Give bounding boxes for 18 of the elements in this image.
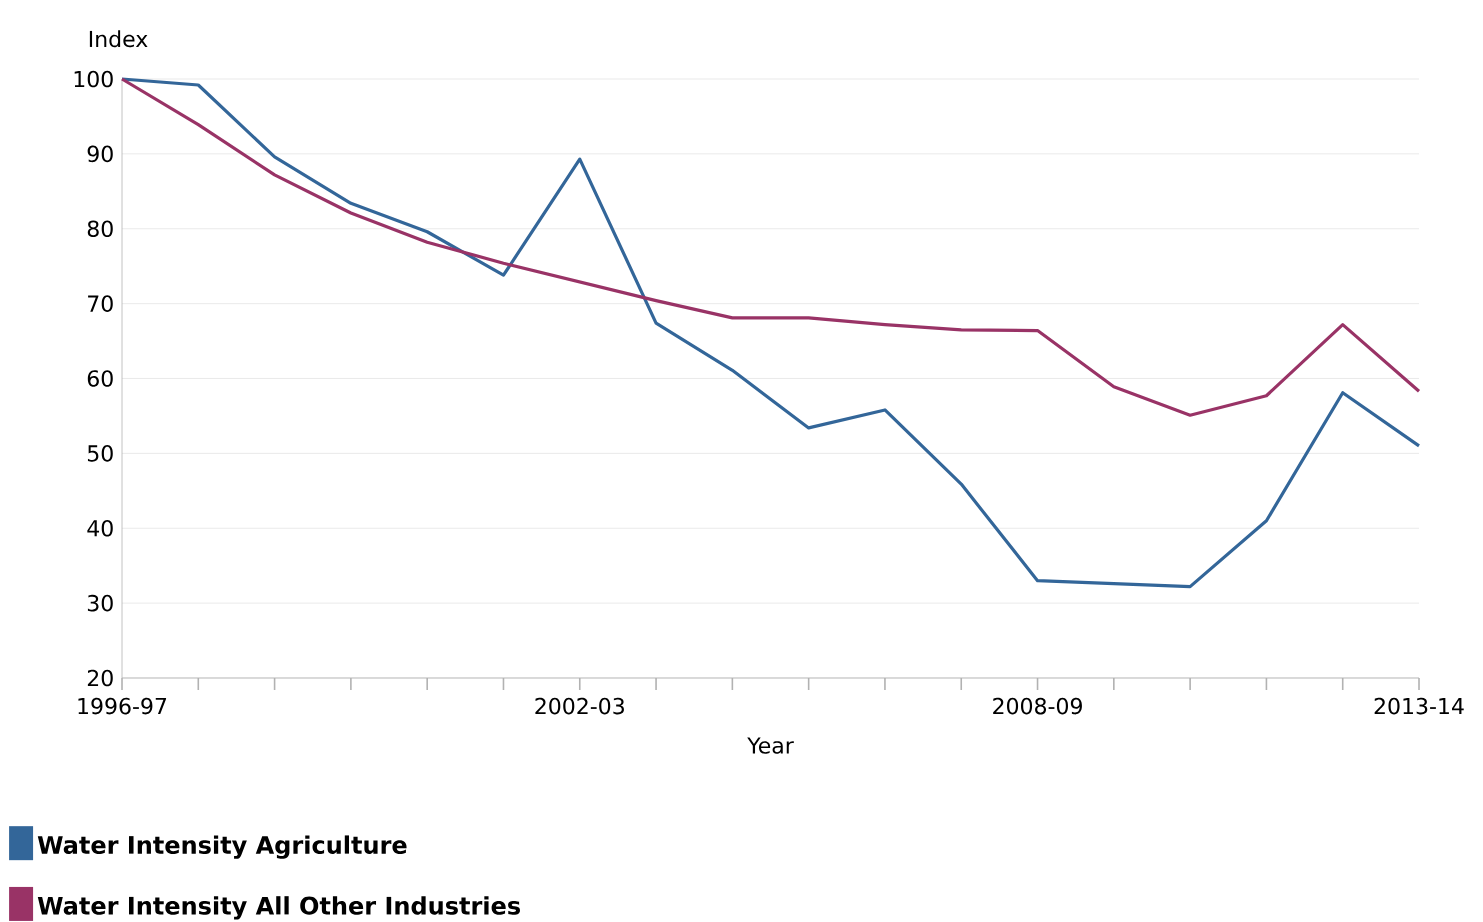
x-tick-label: 2008-09 [993,697,1082,715]
y-tick-label: 20 [87,669,113,687]
y-tick-label: 30 [87,594,113,612]
y-tick-label: 40 [87,519,113,537]
y-tick-label: 60 [87,370,113,387]
y-tick-label: 80 [87,220,113,238]
y-tick-label: 70 [88,295,113,312]
y-tick-label: 100 [74,70,113,88]
x-tick-label: 2013-14 [1374,697,1464,715]
legend-label: Water Intensity All Other Industries [37,896,520,920]
x-axis-title: Year [747,737,794,754]
y-tick-label: 90 [87,145,113,163]
y-axis-title: Index [89,30,148,48]
y-tick-label: 50 [87,445,113,462]
line-series [120,77,1421,589]
legend-label: Water Intensity Agriculture [37,835,407,859]
x-tick-label: 1996-97 [78,697,167,715]
x-tick-label: 2002-03 [535,697,624,715]
